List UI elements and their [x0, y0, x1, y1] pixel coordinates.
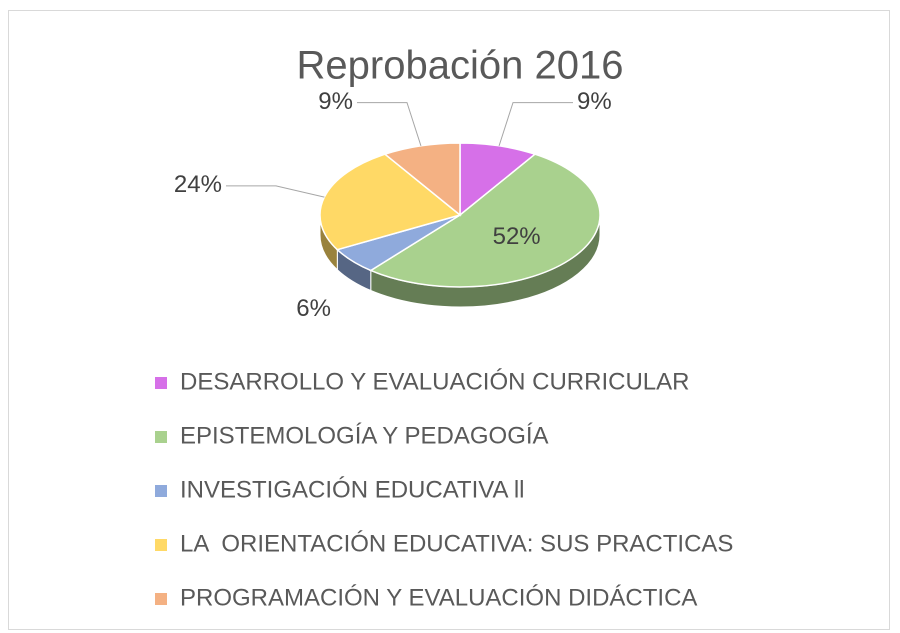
leader-line [225, 185, 325, 198]
legend-label: INVESTIGACIÓN EDUCATIVA ll [180, 476, 525, 503]
data-label: 52% [493, 223, 541, 250]
data-label: 24% [174, 171, 222, 198]
legend-swatch [155, 431, 167, 443]
data-label: 9% [318, 88, 353, 115]
legend-swatch [155, 485, 167, 497]
pie-slice [369, 153, 601, 288]
legend-label: PROGRAMACIÓN Y EVALUACIÓN DIDÁCTICA [180, 584, 697, 611]
legend-swatch [155, 593, 167, 605]
pie-slice [459, 142, 537, 217]
leader-line [356, 102, 422, 147]
pie-slice [383, 142, 461, 217]
legend-swatch [155, 539, 167, 551]
legend-label: EPISTEMOLOGÍA Y PEDAGOGÍA [180, 422, 549, 449]
legend-label: LA ORIENTACIÓN EDUCATIVA: SUS PRACTICAS [180, 530, 733, 557]
data-label: 6% [296, 295, 331, 322]
legend-swatch [155, 377, 167, 389]
chart-title: Reprobación 2016 [297, 44, 624, 88]
data-label: 9% [577, 88, 612, 115]
leader-line [498, 102, 574, 147]
chart-frame [8, 10, 890, 630]
legend-label: DESARROLLO Y EVALUACIÓN CURRICULAR [180, 368, 689, 395]
